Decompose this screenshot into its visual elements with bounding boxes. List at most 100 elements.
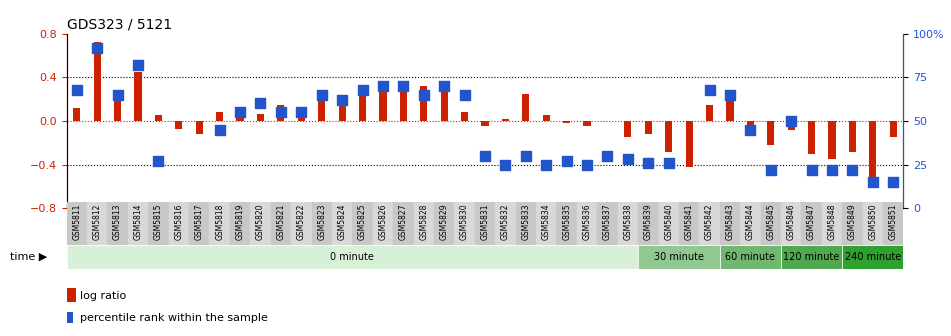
Text: GSM5850: GSM5850 (868, 204, 878, 241)
Text: GSM5835: GSM5835 (562, 204, 572, 241)
Bar (67, 288, 76, 302)
Bar (168, 202, 189, 245)
Text: GDS323 / 5121: GDS323 / 5121 (67, 17, 172, 31)
Point (865, 179, 881, 185)
Bar (767, 121, 774, 145)
Bar (209, 34, 230, 208)
Bar (869, 121, 877, 181)
Text: GSM5832: GSM5832 (501, 204, 510, 240)
Text: 0 minute: 0 minute (330, 252, 375, 262)
Point (314, 92, 329, 97)
FancyBboxPatch shape (638, 245, 720, 269)
Text: GSM5811: GSM5811 (72, 204, 81, 240)
Text: 60 minute: 60 minute (726, 252, 775, 262)
Bar (740, 202, 761, 245)
Bar (298, 109, 305, 121)
Point (784, 118, 799, 124)
Bar (849, 121, 856, 152)
Bar (440, 90, 448, 121)
Text: GSM5846: GSM5846 (786, 204, 796, 241)
Bar (250, 202, 271, 245)
Text: log ratio: log ratio (80, 291, 126, 300)
Bar (787, 121, 795, 130)
FancyBboxPatch shape (843, 245, 903, 269)
Bar (148, 202, 168, 245)
Bar (359, 86, 366, 121)
Bar (624, 121, 631, 137)
Bar (216, 112, 223, 121)
Text: GSM5830: GSM5830 (460, 204, 469, 241)
Bar (196, 121, 203, 134)
Bar (278, 104, 284, 121)
Bar (699, 202, 720, 245)
Text: GSM5819: GSM5819 (236, 204, 244, 240)
Bar (393, 34, 414, 208)
Text: GSM5823: GSM5823 (318, 204, 326, 240)
Bar (761, 34, 781, 208)
Bar (420, 86, 427, 121)
Bar (107, 34, 127, 208)
Text: GSM5843: GSM5843 (726, 204, 734, 241)
Bar (808, 121, 815, 154)
Bar (536, 202, 556, 245)
Text: GSM5814: GSM5814 (133, 204, 143, 240)
Bar (237, 107, 243, 121)
Bar (522, 94, 530, 121)
Bar (515, 34, 536, 208)
Point (497, 162, 513, 167)
Text: GSM5816: GSM5816 (174, 204, 184, 240)
Bar (455, 34, 475, 208)
Text: GSM5839: GSM5839 (644, 204, 652, 241)
Bar (87, 34, 107, 208)
Text: GSM5812: GSM5812 (92, 204, 102, 240)
Point (641, 160, 656, 166)
Text: GSM5827: GSM5827 (398, 204, 408, 240)
Point (151, 159, 166, 164)
Bar (822, 34, 843, 208)
Point (192, 279, 207, 284)
Point (743, 127, 758, 132)
Bar (720, 202, 740, 245)
Bar (495, 202, 515, 245)
Bar (399, 91, 407, 121)
Bar (890, 121, 897, 137)
Bar (645, 121, 651, 134)
Point (682, 279, 697, 284)
Bar (189, 34, 209, 208)
Bar (257, 114, 264, 121)
Bar (414, 34, 434, 208)
Point (171, 279, 186, 284)
Bar (720, 34, 740, 208)
Point (294, 110, 309, 115)
Point (763, 167, 778, 173)
Bar (319, 99, 325, 121)
Bar (312, 34, 332, 208)
Bar (73, 108, 80, 121)
Point (110, 92, 126, 97)
Bar (515, 202, 536, 245)
Bar (475, 202, 495, 245)
Text: time ▶: time ▶ (10, 252, 48, 262)
Bar (658, 34, 679, 208)
Bar (127, 202, 148, 245)
Text: GSM5840: GSM5840 (664, 204, 673, 241)
Bar (93, 42, 101, 121)
Bar (495, 34, 515, 208)
Bar (67, 312, 73, 323)
Point (130, 62, 146, 68)
Bar (802, 34, 822, 208)
Bar (352, 202, 373, 245)
Point (559, 159, 574, 164)
Text: GSM5845: GSM5845 (767, 204, 775, 241)
Text: GSM5844: GSM5844 (746, 204, 755, 241)
Point (232, 110, 247, 115)
Bar (291, 34, 312, 208)
Bar (332, 202, 352, 245)
Bar (863, 34, 883, 208)
Bar (114, 90, 121, 121)
Point (355, 87, 370, 92)
Bar (822, 202, 843, 245)
Bar (230, 202, 250, 245)
Bar (87, 202, 107, 245)
Bar (271, 202, 291, 245)
